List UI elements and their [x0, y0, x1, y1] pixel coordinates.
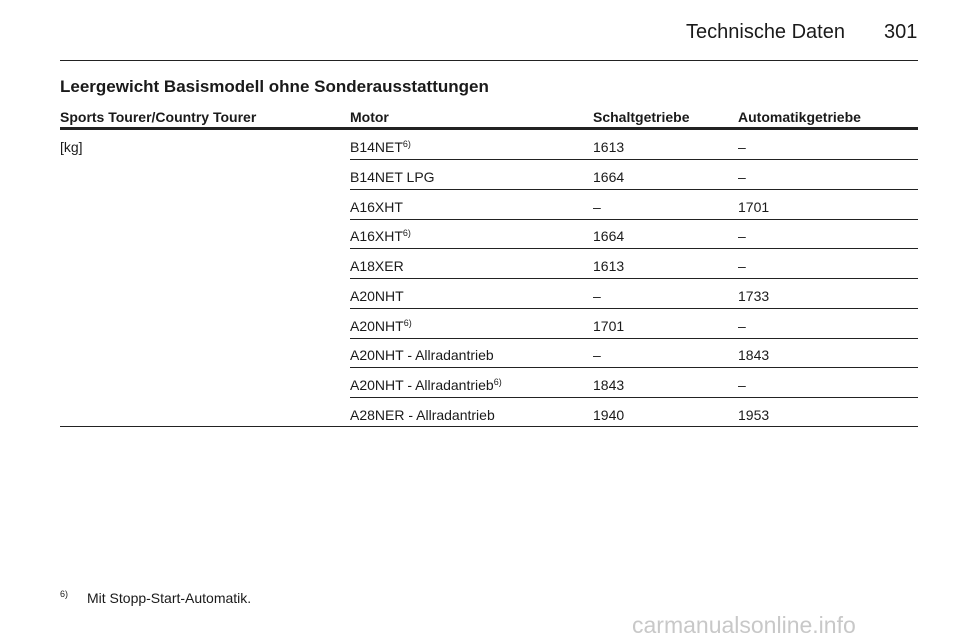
footnote-ref: 6) [493, 377, 502, 387]
manual-weight: 1940 [593, 406, 625, 423]
automatic-weight: 1953 [738, 406, 770, 423]
automatic-weight: – [738, 139, 746, 155]
motor-name: A16XHT [350, 228, 403, 245]
footnote-ref: 6) [403, 317, 412, 328]
page-number: 301 [884, 21, 918, 43]
motor-cell: A20NHT [350, 289, 404, 303]
manual-weight: – [593, 287, 601, 304]
row-rule [350, 189, 918, 190]
table-bottom-rule [60, 426, 918, 427]
automatic-weight: – [738, 377, 746, 393]
motor-cell: A16XHT [350, 200, 403, 214]
motor-cell: A20NHT - Allradantrieb [350, 348, 494, 362]
column-header: Sports Tourer/Country Tourer [60, 109, 257, 125]
motor-cell: A16XHT6) [350, 228, 411, 245]
column-header: Schaltgetriebe [593, 109, 690, 125]
motor-cell: A20NHT - Allradantrieb6) [350, 377, 502, 393]
manual-weight: 1664 [593, 228, 625, 245]
motor-name: B14NET [350, 139, 403, 155]
automatic-weight: – [738, 258, 746, 274]
footnote-ref: 6) [402, 139, 411, 149]
motor-cell: A20NHT6) [350, 317, 412, 334]
row-rule [350, 248, 918, 249]
row-rule [350, 159, 918, 160]
manual-weight: – [593, 347, 601, 364]
motor-name: A28NER - Allradantrieb [350, 406, 495, 423]
motor-cell: B14NET6) [350, 139, 411, 155]
motor-name: A20NHT [350, 287, 404, 304]
automatic-weight: – [738, 168, 746, 185]
automatic-weight: 1733 [738, 287, 770, 304]
header-title: Technische Daten [686, 21, 845, 43]
motor-cell: A28NER - Allradantrieb [350, 408, 495, 422]
row-rule [350, 367, 918, 368]
manual-weight: 1664 [593, 168, 625, 185]
manual-weight: 1701 [593, 317, 625, 334]
section-title: Leergewicht Basismodell ohne Sonderausst… [60, 77, 489, 96]
automatic-weight: 1701 [738, 198, 770, 215]
motor-cell: A18XER [350, 259, 404, 273]
motor-cell: B14NET LPG [350, 170, 435, 184]
header-rule [60, 60, 918, 61]
manual-weight: 1613 [593, 258, 625, 274]
row-rule [350, 397, 918, 398]
row-rule [350, 308, 918, 309]
row-rule [350, 338, 918, 339]
manual-weight: – [593, 198, 601, 215]
row-rule [350, 219, 918, 220]
automatic-weight: – [738, 228, 746, 245]
header-row-rule [60, 127, 918, 130]
motor-name: A20NHT [350, 317, 404, 334]
motor-name: A20NHT - Allradantrieb [350, 377, 494, 393]
motor-name: A20NHT - Allradantrieb [350, 347, 494, 364]
row-rule [350, 278, 918, 279]
column-header: Automatikgetriebe [738, 109, 861, 125]
unit-label: [kg] [60, 139, 83, 155]
motor-name: B14NET LPG [350, 168, 435, 185]
motor-name: A18XER [350, 258, 404, 274]
automatic-weight: – [738, 317, 746, 334]
footnote-mark: 6) [60, 589, 69, 599]
watermark: carmanualsonline.info [632, 612, 856, 638]
motor-name: A16XHT [350, 198, 403, 215]
automatic-weight: 1843 [738, 347, 770, 364]
footnote-ref: 6) [402, 228, 411, 239]
manual-weight: 1613 [593, 139, 625, 155]
manual-weight: 1843 [593, 377, 625, 393]
column-header: Motor [350, 109, 389, 125]
footnote-text: Mit Stopp-Start-Automatik. [87, 590, 252, 606]
